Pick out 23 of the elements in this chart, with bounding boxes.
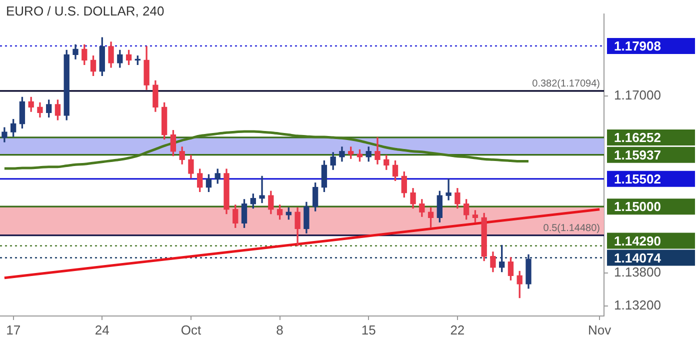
y-tick-label: 1.13200 bbox=[614, 298, 661, 313]
ref-line-label: 1.17908 bbox=[614, 38, 661, 54]
candlestick bbox=[446, 178, 452, 200]
x-tick-label: 8 bbox=[276, 322, 284, 338]
x-tick-label: 17 bbox=[6, 322, 21, 338]
ref-line-label: 1.15937 bbox=[614, 147, 661, 162]
chart-title: EURO / U.S. DOLLAR, 240 bbox=[6, 4, 164, 19]
x-tick-label: 15 bbox=[361, 322, 376, 338]
ref-line-label: 1.14290 bbox=[614, 233, 661, 248]
ref-line-label: 1.15502 bbox=[614, 171, 661, 186]
y-tick-label: 1.13800 bbox=[614, 264, 661, 280]
x-tick-label: 24 bbox=[94, 322, 110, 338]
line-series bbox=[3, 130, 530, 170]
annotation: 0.382(1.17094) bbox=[532, 78, 600, 90]
candlestick bbox=[259, 176, 265, 204]
x-tick-label: Nov bbox=[588, 322, 612, 338]
ref-line-label: 1.16252 bbox=[614, 130, 661, 146]
x-tick-label: 22 bbox=[450, 322, 465, 338]
annotation: 0.5(1.14480) bbox=[543, 223, 600, 234]
ref-line-label: 1.14074 bbox=[614, 250, 662, 266]
y-tick-label: 1.17000 bbox=[614, 88, 661, 103]
x-tick-label: Oct bbox=[180, 322, 202, 338]
ref-line-label: 1.15000 bbox=[614, 199, 661, 214]
